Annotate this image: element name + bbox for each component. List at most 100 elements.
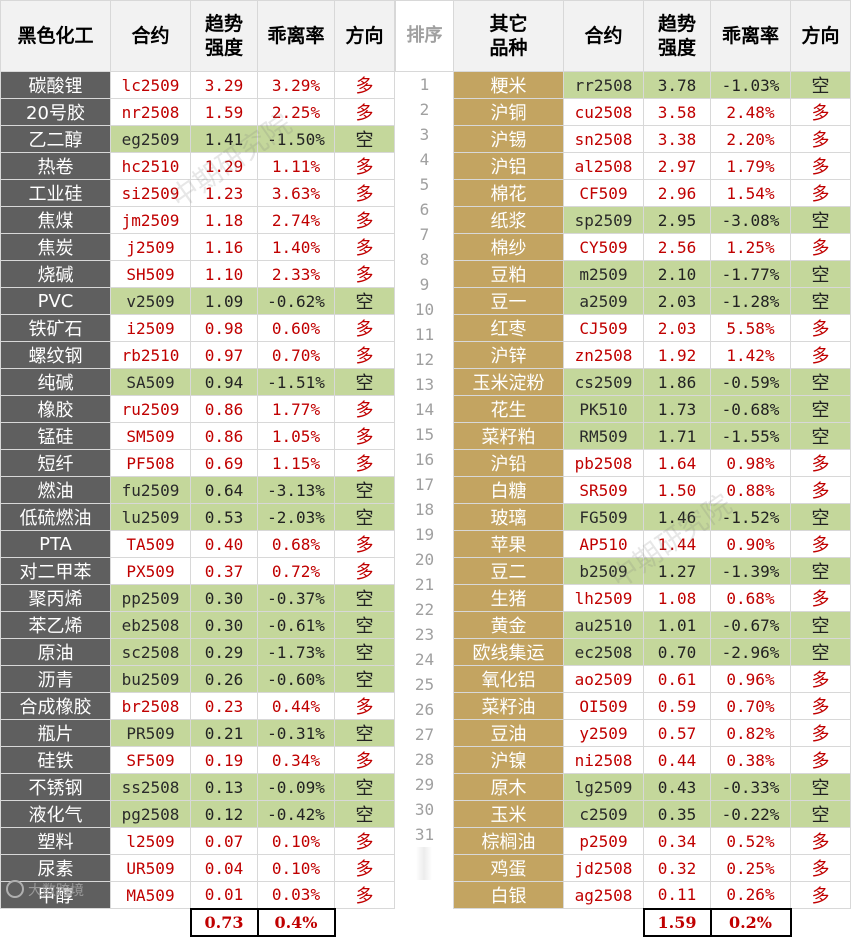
- trend-strength: 1.59: [190, 98, 258, 126]
- left-header-row: 黑色化工 合约 趋势 强度 乖离率 方向: [0, 0, 395, 72]
- contract-code: FG509: [563, 503, 644, 531]
- contract-code: SF509: [110, 746, 191, 774]
- summary-spacer: [790, 908, 851, 936]
- contract-code: pp2509: [110, 584, 191, 612]
- commodity-name: 菜籽粕: [453, 422, 564, 450]
- left-group-table: 黑色化工 合约 趋势 强度 乖离率 方向 碳酸锂 lc2509 3.29 3.29% 多…: [0, 0, 395, 937]
- contract-code: ni2508: [563, 746, 644, 774]
- contract-code: fu2509: [110, 476, 191, 504]
- commodity-name: 豆二: [453, 557, 564, 585]
- direction: 空: [790, 773, 851, 801]
- rank-number: 15: [395, 422, 454, 447]
- rank-row: 15: [395, 422, 454, 447]
- rank-number: 13: [395, 372, 454, 397]
- commodity-name: 合成橡胶: [0, 692, 111, 720]
- rank-row: 22: [395, 597, 454, 622]
- direction: 空: [334, 368, 395, 396]
- deviation-rate: 1.11%: [257, 152, 335, 180]
- direction: 空: [790, 638, 851, 666]
- direction: 多: [334, 98, 395, 126]
- deviation-rate: 0.70%: [710, 692, 791, 720]
- commodity-name: 豆粕: [453, 260, 564, 288]
- direction: 空: [790, 557, 851, 585]
- table-row: 聚丙烯 pp2509 0.30 -0.37% 空: [0, 584, 395, 612]
- contract-code: pg2508: [110, 800, 191, 828]
- deviation-rate: -1.77%: [710, 260, 791, 288]
- commodity-name: 20号胶: [0, 98, 111, 126]
- direction: 空: [334, 800, 395, 828]
- table-row: 白糖 SR509 1.50 0.88% 多: [453, 476, 851, 504]
- rank-number: 2: [395, 97, 454, 122]
- rank-row: 16: [395, 447, 454, 472]
- direction: 多: [790, 827, 851, 855]
- trend-strength: 3.38: [643, 125, 711, 153]
- contract-code: br2508: [110, 692, 191, 720]
- rank-number: 26: [395, 697, 454, 722]
- direction: 空: [790, 611, 851, 639]
- trend-strength: 2.96: [643, 179, 711, 207]
- rank-number: 30: [395, 797, 454, 822]
- summary-spacer: [563, 908, 644, 936]
- direction: 空: [790, 71, 851, 99]
- deviation-rate: -1.39%: [710, 557, 791, 585]
- commodity-name: 对二甲苯: [0, 557, 111, 585]
- rank-row: 28: [395, 747, 454, 772]
- table-row: 短纤 PF508 0.69 1.15% 多: [0, 449, 395, 477]
- commodity-name: 沪锌: [453, 341, 564, 369]
- table-row: 黄金 au2510 1.01 -0.67% 空: [453, 611, 851, 639]
- trend-strength: 1.01: [643, 611, 711, 639]
- rank-header: 排序: [395, 0, 454, 72]
- direction: 空: [790, 422, 851, 450]
- rank-row: 2: [395, 97, 454, 122]
- table-row: 白银 ag2508 0.11 0.26% 多: [453, 881, 851, 909]
- rank-table: 排序 1 2 3 4 5 6 7 8 9 10 11 12 13 14 15 16 17 18 19 20 21 22 23…: [395, 0, 454, 847]
- deviation-rate: 3.63%: [257, 179, 335, 207]
- trend-strength: 1.09: [190, 287, 258, 315]
- deviation-rate: 1.15%: [257, 449, 335, 477]
- table-row: 花生 PK510 1.73 -0.68% 空: [453, 395, 851, 423]
- rank-row: 23: [395, 622, 454, 647]
- direction: 多: [790, 692, 851, 720]
- deviation-rate: 0.70%: [257, 341, 335, 369]
- contract-code: SH509: [110, 260, 191, 288]
- trend-strength: 0.44: [643, 746, 711, 774]
- deviation-rate: -0.68%: [710, 395, 791, 423]
- commodity-name: 聚丙烯: [0, 584, 111, 612]
- rank-row: 14: [395, 397, 454, 422]
- commodity-name: 尿素: [0, 854, 111, 882]
- rank-row: 31: [395, 822, 454, 847]
- table-row: 塑料 l2509 0.07 0.10% 多: [0, 827, 395, 855]
- rank-number: 8: [395, 247, 454, 272]
- summary-spacer: [0, 908, 111, 936]
- table-row: 沪镍 ni2508 0.44 0.38% 多: [453, 746, 851, 774]
- deviation-rate: 2.48%: [710, 98, 791, 126]
- trend-strength: 3.58: [643, 98, 711, 126]
- contract-code: ao2509: [563, 665, 644, 693]
- trend-strength: 1.46: [643, 503, 711, 531]
- deviation-rate: -0.33%: [710, 773, 791, 801]
- commodity-name: 沪铅: [453, 449, 564, 477]
- trend-strength: 0.37: [190, 557, 258, 585]
- trend-strength: 1.50: [643, 476, 711, 504]
- table-row: 铁矿石 i2509 0.98 0.60% 多: [0, 314, 395, 342]
- table-row: 欧线集运 ec2508 0.70 -2.96% 空: [453, 638, 851, 666]
- rank-row: 27: [395, 722, 454, 747]
- logo-text: 大数跨境: [28, 883, 84, 899]
- contract-code: ec2508: [563, 638, 644, 666]
- direction: 多: [790, 125, 851, 153]
- deviation-rate: -1.50%: [257, 125, 335, 153]
- commodity-name: 花生: [453, 395, 564, 423]
- average-deviation: 0.2%: [709, 907, 792, 937]
- contract-code: RM509: [563, 422, 644, 450]
- contract-code: PF508: [110, 449, 191, 477]
- table-row: 纸浆 sp2509 2.95 -3.08% 空: [453, 206, 851, 234]
- direction: 多: [334, 422, 395, 450]
- table-row: 沥青 bu2509 0.26 -0.60% 空: [0, 665, 395, 693]
- commodity-name: 沪铜: [453, 98, 564, 126]
- trend-strength: 0.98: [190, 314, 258, 342]
- table-row: 甲醇 MA509 0.01 0.03% 多: [0, 881, 395, 909]
- table-row: 碳酸锂 lc2509 3.29 3.29% 多: [0, 71, 395, 99]
- direction: 空: [334, 665, 395, 693]
- trend-strength: 1.27: [643, 557, 711, 585]
- rank-row: 18: [395, 497, 454, 522]
